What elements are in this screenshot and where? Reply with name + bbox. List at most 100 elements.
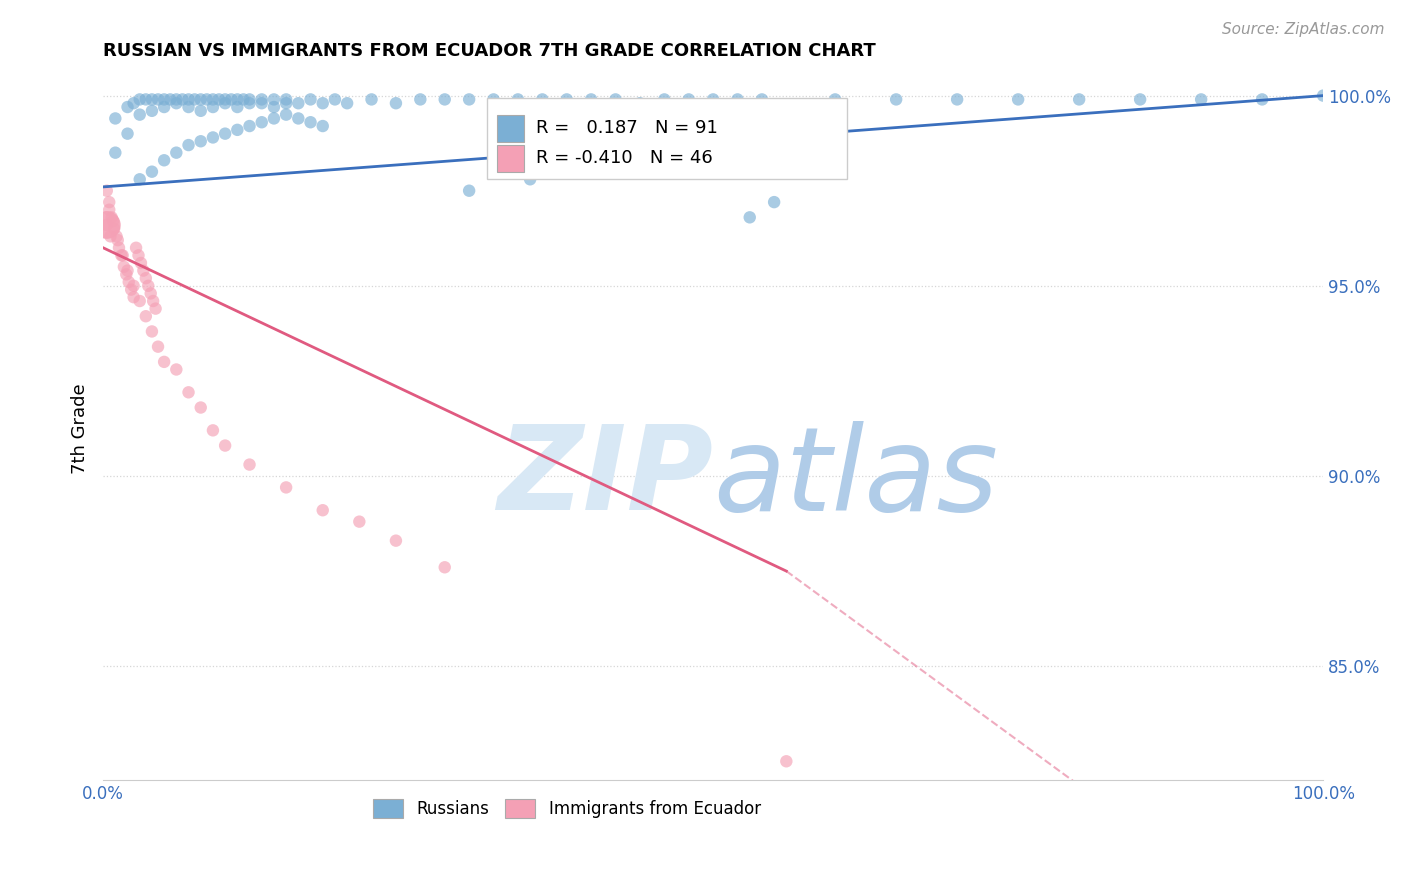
Point <box>299 115 322 129</box>
Point <box>250 96 273 111</box>
Point <box>312 96 335 111</box>
Point <box>458 92 481 106</box>
Point <box>751 92 773 106</box>
Point <box>132 263 155 277</box>
Point <box>107 233 129 247</box>
FancyBboxPatch shape <box>498 115 524 142</box>
Point <box>96 218 118 232</box>
Point <box>1129 92 1152 106</box>
Point <box>146 340 169 354</box>
Point <box>884 92 907 106</box>
Point <box>96 184 118 198</box>
Point <box>145 301 167 316</box>
Point <box>129 256 152 270</box>
Point <box>226 100 249 114</box>
Point <box>105 229 128 244</box>
Point <box>312 119 335 133</box>
Point <box>153 153 176 168</box>
FancyBboxPatch shape <box>498 145 524 172</box>
Text: R = -0.410   N = 46: R = -0.410 N = 46 <box>536 149 713 168</box>
Point <box>946 92 969 106</box>
Point <box>183 92 205 106</box>
Point <box>299 92 322 106</box>
Text: R =   0.187   N = 91: R = 0.187 N = 91 <box>536 120 718 137</box>
Point <box>738 211 761 225</box>
Point <box>250 115 273 129</box>
Point <box>100 229 122 244</box>
Point <box>141 103 163 118</box>
Point <box>190 103 212 118</box>
Point <box>128 108 150 122</box>
Point <box>165 362 187 376</box>
Point <box>226 123 249 137</box>
Point <box>201 130 224 145</box>
Point <box>276 480 298 494</box>
Point <box>652 92 675 106</box>
Text: ZIP: ZIP <box>498 420 713 535</box>
Point <box>214 92 236 106</box>
Point <box>360 92 382 106</box>
Point <box>287 112 309 126</box>
Point <box>482 92 505 106</box>
Point <box>214 127 236 141</box>
Point <box>1251 92 1274 106</box>
Point <box>111 248 134 262</box>
Point <box>125 241 148 255</box>
Point <box>219 92 242 106</box>
Point <box>506 92 529 106</box>
Point <box>824 92 846 106</box>
Point <box>153 100 176 114</box>
Point <box>678 92 700 106</box>
Point <box>110 248 132 262</box>
Point <box>263 112 285 126</box>
Point <box>579 92 602 106</box>
Point <box>135 310 157 324</box>
Point <box>201 100 224 114</box>
Point <box>177 100 200 114</box>
Point <box>433 560 456 574</box>
Point <box>238 119 260 133</box>
Point <box>385 96 408 111</box>
Point <box>165 145 187 160</box>
Point <box>201 92 224 106</box>
Point <box>336 96 359 111</box>
Point <box>628 96 651 111</box>
Point <box>103 221 125 235</box>
Point <box>238 92 260 106</box>
Point <box>519 172 541 186</box>
Point <box>104 112 127 126</box>
Point <box>136 278 159 293</box>
Point <box>276 96 298 111</box>
Point <box>555 92 578 106</box>
Y-axis label: 7th Grade: 7th Grade <box>72 384 89 474</box>
Text: atlas: atlas <box>713 421 998 534</box>
Point <box>117 263 139 277</box>
Point <box>238 458 260 472</box>
Point <box>775 754 797 768</box>
Point <box>605 92 627 106</box>
Point <box>100 211 122 225</box>
Point <box>96 218 118 232</box>
Point <box>409 92 432 106</box>
Point <box>763 195 786 210</box>
Point <box>190 92 212 106</box>
Point <box>112 260 135 274</box>
Point <box>323 92 346 106</box>
Point <box>104 145 127 160</box>
Point <box>531 92 554 106</box>
Point <box>208 92 231 106</box>
Legend: Russians, Immigrants from Ecuador: Russians, Immigrants from Ecuador <box>366 792 768 825</box>
Point <box>117 100 139 114</box>
Point <box>177 138 200 153</box>
Point <box>141 325 163 339</box>
Point <box>115 268 138 282</box>
Point <box>135 92 157 106</box>
Point <box>190 134 212 148</box>
Point <box>108 241 131 255</box>
Point <box>702 92 724 106</box>
Point <box>1007 92 1029 106</box>
Point <box>214 96 236 111</box>
Point <box>142 293 165 308</box>
Point <box>276 108 298 122</box>
FancyBboxPatch shape <box>488 98 848 178</box>
